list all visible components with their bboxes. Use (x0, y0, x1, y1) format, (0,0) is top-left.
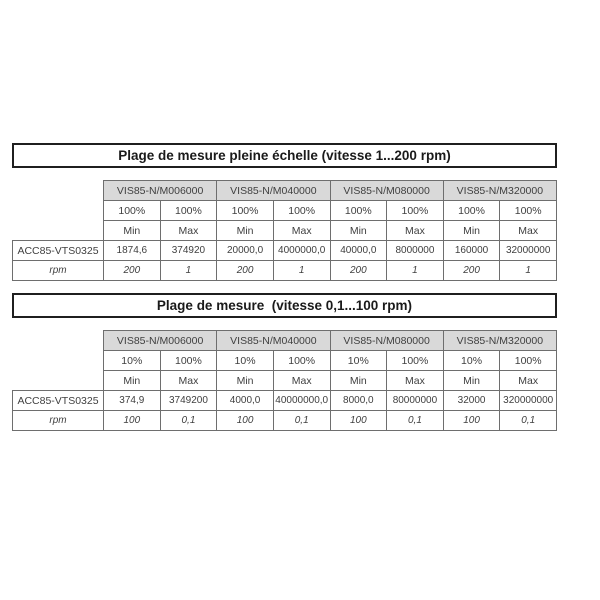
minmax-row: Min Max Min Max Min Max Min Max (13, 370, 557, 391)
rpm-value-cell: 1 (272, 260, 331, 281)
value-cell: 4000000,0 (272, 240, 331, 261)
minmax-row: Min Max Min Max Min Max Min Max (13, 220, 557, 241)
minmax-cell: Min (329, 370, 388, 391)
model-header-cell: VIS85-N/M080000 (329, 180, 444, 201)
minmax-cell: Min (329, 220, 388, 241)
percent-row: 100% 100% 100% 100% 100% 100% 100% 100% (13, 200, 557, 221)
minmax-cell: Max (272, 220, 331, 241)
percent-cell: 100% (103, 200, 161, 221)
percent-cell: 100% (499, 350, 557, 371)
minmax-cell: Min (216, 220, 274, 241)
blank-corner-cell (13, 331, 104, 351)
rpm-value-cell: 0,1 (386, 410, 444, 431)
blank-corner-cell (13, 221, 104, 241)
percent-cell: 10% (103, 350, 161, 371)
full-scale-table-title-box: Plage de mesure pleine échelle (vitesse … (12, 143, 557, 168)
minmax-cell: Min (103, 370, 161, 391)
rpm-value-cell: 200 (103, 260, 161, 281)
model-header-cell: VIS85-N/M320000 (442, 330, 558, 351)
full-scale-table-title: Plage de mesure pleine échelle (vitesse … (118, 148, 451, 163)
minmax-cell: Max (159, 370, 218, 391)
rpm-value-cell: 200 (216, 260, 274, 281)
percent-cell: 100% (386, 350, 444, 371)
minmax-cell: Max (499, 370, 557, 391)
rpm-value-cell: 0,1 (499, 410, 557, 431)
blank-corner-cell (13, 201, 104, 221)
minmax-cell: Max (159, 220, 218, 241)
minmax-cell: Min (442, 220, 501, 241)
model-header-cell: VIS85-N/M006000 (102, 330, 218, 351)
minmax-cell: Min (442, 370, 501, 391)
device-values-row: ACC85-VTS0325 374,9 3749200 4000,0 40000… (12, 390, 557, 411)
value-cell: 20000,0 (216, 240, 274, 261)
rpm-value-cell: 100 (216, 410, 274, 431)
rpm-value-cell: 100 (442, 410, 501, 431)
percent-cell: 100% (386, 200, 444, 221)
blank-corner-cell (13, 181, 104, 201)
device-label-cell: ACC85-VTS0325 (12, 390, 104, 411)
minmax-cell: Max (386, 370, 444, 391)
model-header-cell: VIS85-N/M040000 (216, 180, 331, 201)
percent-cell: 100% (216, 200, 274, 221)
value-cell: 160000 (442, 240, 501, 261)
value-cell: 80000000 (386, 390, 444, 411)
percent-cell: 100% (272, 350, 331, 371)
reduced-speed-table-title-box: Plage de mesure (vitesse 0,1...100 rpm) (12, 293, 557, 318)
rpm-row: rpm 100 0,1 100 0,1 100 0,1 100 0,1 (12, 410, 557, 431)
value-cell: 374,9 (103, 390, 161, 411)
minmax-cell: Max (272, 370, 331, 391)
rpm-value-cell: 0,1 (272, 410, 331, 431)
percent-cell: 100% (499, 200, 557, 221)
rpm-value-cell: 1 (499, 260, 557, 281)
value-cell: 40000000,0 (272, 390, 331, 411)
rpm-label-cell: rpm (12, 410, 104, 431)
blank-corner-cell (13, 371, 104, 391)
reduced-speed-measurement-table: VIS85-N/M006000 VIS85-N/M040000 VIS85-N/… (12, 330, 558, 431)
percent-cell: 10% (216, 350, 274, 371)
reduced-speed-table-title: Plage de mesure (vitesse 0,1...100 rpm) (156, 298, 413, 313)
minmax-cell: Max (386, 220, 444, 241)
percent-cell: 100% (272, 200, 331, 221)
model-header-cell: VIS85-N/M320000 (442, 180, 558, 201)
value-cell: 32000000 (499, 240, 557, 261)
percent-cell: 10% (442, 350, 501, 371)
value-cell: 8000,0 (329, 390, 388, 411)
device-label-cell: ACC85-VTS0325 (12, 240, 104, 261)
percent-row: 10% 100% 10% 100% 10% 100% 10% 100% (13, 350, 557, 371)
value-cell: 3749200 (159, 390, 218, 411)
value-cell: 374920 (159, 240, 218, 261)
model-header-cell: VIS85-N/M040000 (216, 330, 331, 351)
minmax-cell: Min (216, 370, 274, 391)
rpm-value-cell: 200 (329, 260, 388, 281)
model-header-row: VIS85-N/M006000 VIS85-N/M040000 VIS85-N/… (13, 330, 558, 351)
percent-cell: 100% (442, 200, 501, 221)
rpm-value-cell: 100 (103, 410, 161, 431)
rpm-value-cell: 0,1 (159, 410, 218, 431)
value-cell: 320000000 (499, 390, 557, 411)
full-scale-measurement-table: VIS85-N/M006000 VIS85-N/M040000 VIS85-N/… (12, 180, 558, 281)
model-header-row: VIS85-N/M006000 VIS85-N/M040000 VIS85-N/… (13, 180, 558, 201)
minmax-cell: Max (499, 220, 557, 241)
model-header-cell: VIS85-N/M080000 (329, 330, 444, 351)
rpm-value-cell: 1 (159, 260, 218, 281)
percent-cell: 100% (159, 200, 218, 221)
rpm-value-cell: 1 (386, 260, 444, 281)
value-cell: 1874,6 (103, 240, 161, 261)
minmax-cell: Min (103, 220, 161, 241)
rpm-value-cell: 200 (442, 260, 501, 281)
model-header-cell: VIS85-N/M006000 (102, 180, 218, 201)
value-cell: 40000,0 (329, 240, 388, 261)
device-values-row: ACC85-VTS0325 1874,6 374920 20000,0 4000… (12, 240, 557, 261)
value-cell: 8000000 (386, 240, 444, 261)
rpm-label-cell: rpm (12, 260, 104, 281)
rpm-value-cell: 100 (329, 410, 388, 431)
rpm-row: rpm 200 1 200 1 200 1 200 1 (12, 260, 557, 281)
value-cell: 4000,0 (216, 390, 274, 411)
blank-corner-cell (13, 351, 104, 371)
value-cell: 32000 (442, 390, 501, 411)
percent-cell: 10% (329, 350, 388, 371)
percent-cell: 100% (159, 350, 218, 371)
percent-cell: 100% (329, 200, 388, 221)
